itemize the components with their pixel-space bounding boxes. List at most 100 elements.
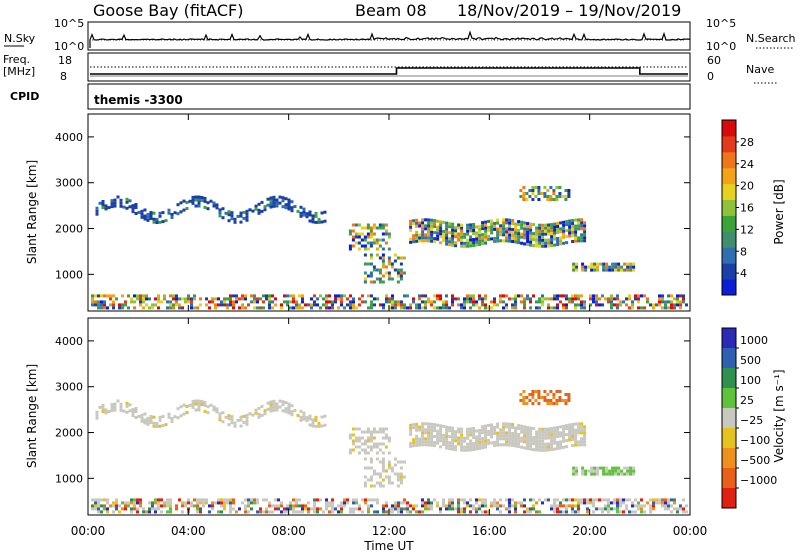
range-gate-cell [439, 223, 443, 227]
range-gate-cell [466, 501, 469, 505]
range-gate-cell [490, 222, 494, 226]
range-gate-cell [106, 501, 109, 505]
range-gate-cell [463, 241, 467, 245]
range-gate-cell [406, 504, 409, 508]
range-gate-cell [197, 198, 201, 202]
range-gate-cell [478, 230, 482, 234]
range-gate-cell [481, 428, 485, 432]
nave-right-tick-bottom: 0 [707, 70, 714, 83]
range-gate-cell [208, 300, 211, 304]
range-gate-cell [550, 507, 553, 511]
range-gate-cell [511, 240, 515, 243]
range-gate-cell [187, 294, 190, 298]
range-gate-cell [97, 303, 100, 307]
range-gate-cell [421, 425, 425, 429]
range-gate-cell [381, 256, 385, 260]
range-gate-cell [496, 431, 500, 435]
range-gate-cell [328, 504, 331, 508]
range-gate-cell [112, 306, 115, 310]
range-gate-cell [481, 446, 485, 450]
range-gate-cell [667, 498, 670, 502]
range-gate-cell [565, 504, 568, 508]
range-gate-cell [544, 427, 548, 431]
range-gate-cell [632, 265, 636, 269]
range-gate-cell [358, 303, 361, 307]
range-gate-cell [308, 213, 312, 217]
time-x-ticks: 00:00 04:00 08:00 12:00 16:00 20:00 00:00 [71, 114, 707, 538]
range-gate-cell [544, 241, 548, 245]
range-gate-cell [262, 306, 265, 310]
range-gate-cell [275, 408, 279, 412]
range-gate-cell [203, 400, 207, 404]
range-gate-cell [406, 501, 409, 505]
range-gate-cell [223, 297, 226, 301]
range-gate-cell [421, 437, 425, 441]
range-gate-cell [427, 233, 431, 237]
range-gate-cell [580, 422, 584, 426]
range-gate-cell [605, 472, 609, 476]
range-gate-cell [328, 300, 331, 304]
range-gate-cell [451, 426, 455, 430]
range-gate-cell [575, 262, 579, 266]
power-y-axis-label: Slant Range [km] [25, 160, 39, 264]
range-gate-cell [553, 504, 556, 508]
range-gate-cell [448, 225, 452, 229]
range-gate-cell [340, 303, 343, 307]
range-gate-cell [514, 237, 518, 241]
range-gate-cell [574, 434, 578, 438]
range-gate-cell [622, 501, 625, 505]
range-gate-cell [490, 225, 494, 229]
range-gate-cell [280, 306, 283, 310]
range-gate-cell [544, 448, 548, 452]
range-gate-cell [203, 409, 207, 413]
range-gate-cell [412, 426, 416, 430]
range-gate-cell [131, 207, 135, 211]
range-gate-cell [387, 436, 391, 440]
range-gate-cell [632, 472, 636, 476]
range-gate-cell [271, 306, 274, 310]
range-gate-cell [561, 195, 565, 198]
range-gate-cell [268, 306, 271, 310]
range-gate-cell [611, 466, 615, 470]
range-gate-cell [155, 425, 159, 428]
range-gate-cell [547, 306, 550, 310]
range-gate-cell [352, 498, 355, 502]
range-gate-cell [541, 430, 545, 434]
range-gate-cell [439, 424, 443, 428]
range-gate-cell [131, 411, 135, 415]
range-gate-cell [196, 498, 199, 502]
range-gate-cell [196, 510, 199, 514]
range-gate-cell [457, 427, 461, 431]
range-gate-cell [302, 417, 306, 421]
range-gate-cell [463, 303, 466, 307]
range-gate-cell [637, 300, 640, 304]
range-gate-cell [526, 228, 530, 231]
range-gate-cell [586, 510, 589, 514]
range-gate-cell [218, 418, 222, 422]
range-gate-cell [583, 428, 587, 432]
range-gate-cell [607, 507, 610, 511]
range-gate-cell [547, 433, 551, 437]
range-gate-cell [257, 211, 261, 215]
range-gate-cell [626, 265, 630, 269]
range-gate-cell [412, 240, 416, 244]
range-gate-cell [430, 434, 434, 438]
range-gate-cell [134, 212, 138, 215]
range-gate-cell [445, 507, 448, 511]
range-gate-cell [363, 442, 367, 446]
range-gate-cell [517, 229, 521, 233]
range-gate-cell [199, 510, 202, 514]
range-gate-cell [393, 259, 397, 263]
range-gate-cell [505, 434, 509, 438]
range-gate-cell [625, 498, 628, 502]
range-gate-cell [549, 198, 553, 201]
range-gate-cell [478, 242, 482, 246]
range-gate-cell [295, 504, 298, 508]
range-gate-cell [553, 435, 557, 439]
range-gate-cell [472, 241, 476, 244]
range-gate-cell [355, 498, 358, 502]
range-gate-cell [140, 413, 144, 417]
range-gate-cell [584, 268, 588, 272]
range-gate-cell [499, 434, 503, 438]
range-gate-cell [502, 443, 506, 447]
